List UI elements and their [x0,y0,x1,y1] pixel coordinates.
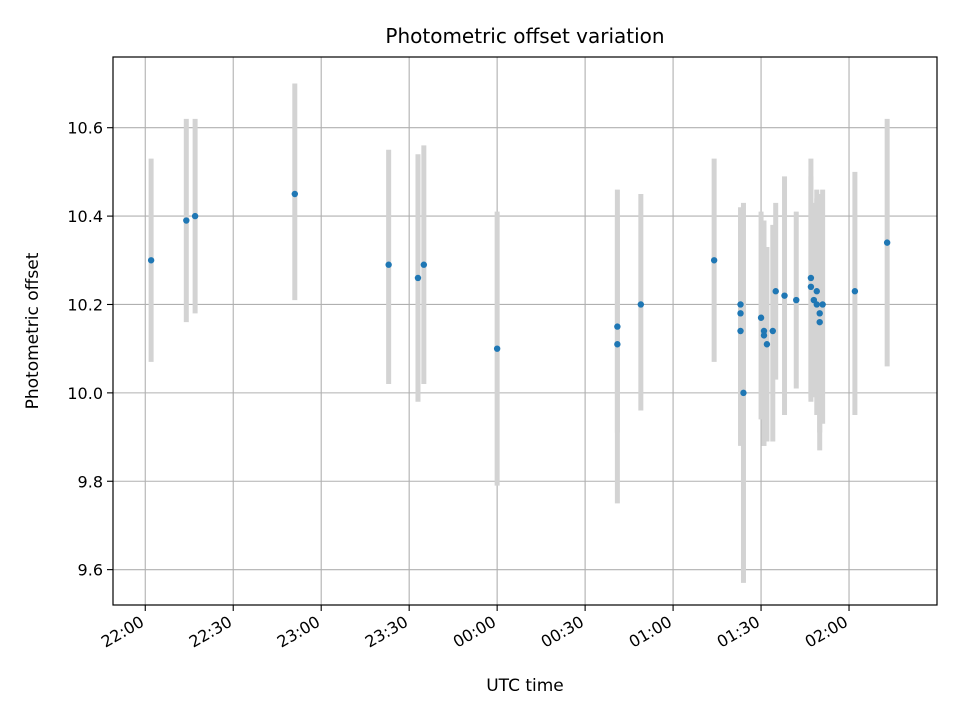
y-tick-label: 10.2 [67,295,103,314]
data-point [793,296,800,304]
data-point [760,332,768,339]
data-point [807,283,815,291]
data-point [147,257,155,264]
data-point [807,274,815,282]
data-points [147,190,891,397]
y-tick-label: 9.8 [78,472,103,491]
chart-title: Photometric offset variation [385,24,664,48]
data-point [819,301,826,308]
y-axis-ticks: 9.6 9.8 10.0 10.2 10.4 10.6 [67,119,113,580]
data-point [737,301,744,308]
data-point [740,389,747,397]
y-axis-label: Photometric offset [23,252,43,409]
data-point [614,341,621,348]
data-point [191,212,199,220]
data-point [420,261,428,268]
data-point [493,345,501,352]
data-point [614,323,621,330]
data-point [816,310,823,317]
x-axis-label: UTC time [486,676,564,696]
data-point [883,239,891,246]
data-point [737,310,744,317]
data-point [813,301,820,308]
data-point [851,288,859,295]
y-tick-label: 10.4 [67,207,103,226]
data-point [813,288,820,295]
y-tick-label: 10.6 [67,119,103,138]
data-point [637,301,645,308]
data-point [737,327,744,335]
data-point [763,341,771,348]
data-point [772,288,779,295]
data-point [710,257,718,264]
data-point [816,318,823,326]
data-point [757,314,765,321]
data-point [385,261,392,268]
data-point [769,327,776,335]
data-point [781,292,788,299]
plot-frame [112,56,938,606]
y-tick-label: 9.6 [78,561,103,580]
data-point [183,217,190,224]
grid-lines [113,57,937,605]
y-tick-label: 10.0 [67,384,103,403]
data-point [414,274,422,282]
data-point [291,190,299,198]
data-point [760,327,768,335]
